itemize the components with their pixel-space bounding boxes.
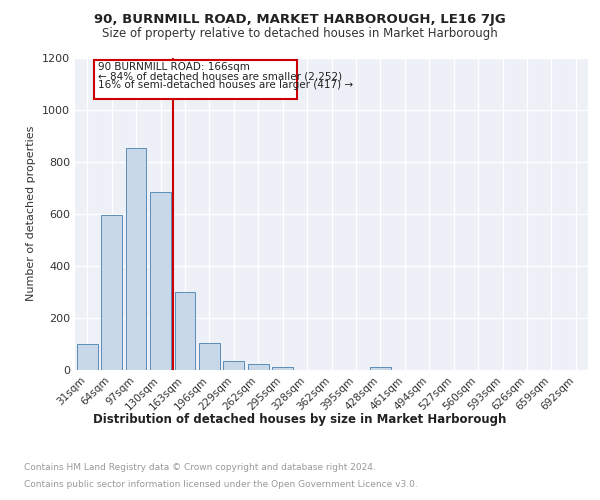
Bar	[77, 344, 98, 370]
Text: ← 84% of detached houses are smaller (2,252): ← 84% of detached houses are smaller (2,…	[98, 71, 343, 81]
Text: Contains HM Land Registry data © Crown copyright and database right 2024.: Contains HM Land Registry data © Crown c…	[24, 462, 376, 471]
Text: Contains public sector information licensed under the Open Government Licence v3: Contains public sector information licen…	[24, 480, 418, 489]
Bar	[101, 214, 122, 370]
Text: Size of property relative to detached houses in Market Harborough: Size of property relative to detached ho…	[102, 28, 498, 40]
Bar	[175, 292, 196, 370]
Bar	[248, 364, 269, 370]
Bar	[272, 368, 293, 370]
Text: Distribution of detached houses by size in Market Harborough: Distribution of detached houses by size …	[94, 412, 506, 426]
Bar	[125, 148, 146, 370]
Bar	[223, 361, 244, 370]
Text: 90 BURNMILL ROAD: 166sqm: 90 BURNMILL ROAD: 166sqm	[98, 62, 250, 72]
Text: 16% of semi-detached houses are larger (417) →: 16% of semi-detached houses are larger (…	[98, 80, 353, 90]
Bar	[370, 367, 391, 370]
FancyBboxPatch shape	[94, 60, 297, 98]
Bar	[150, 192, 171, 370]
Text: 90, BURNMILL ROAD, MARKET HARBOROUGH, LE16 7JG: 90, BURNMILL ROAD, MARKET HARBOROUGH, LE…	[94, 12, 506, 26]
Bar	[199, 344, 220, 370]
Y-axis label: Number of detached properties: Number of detached properties	[26, 126, 37, 302]
